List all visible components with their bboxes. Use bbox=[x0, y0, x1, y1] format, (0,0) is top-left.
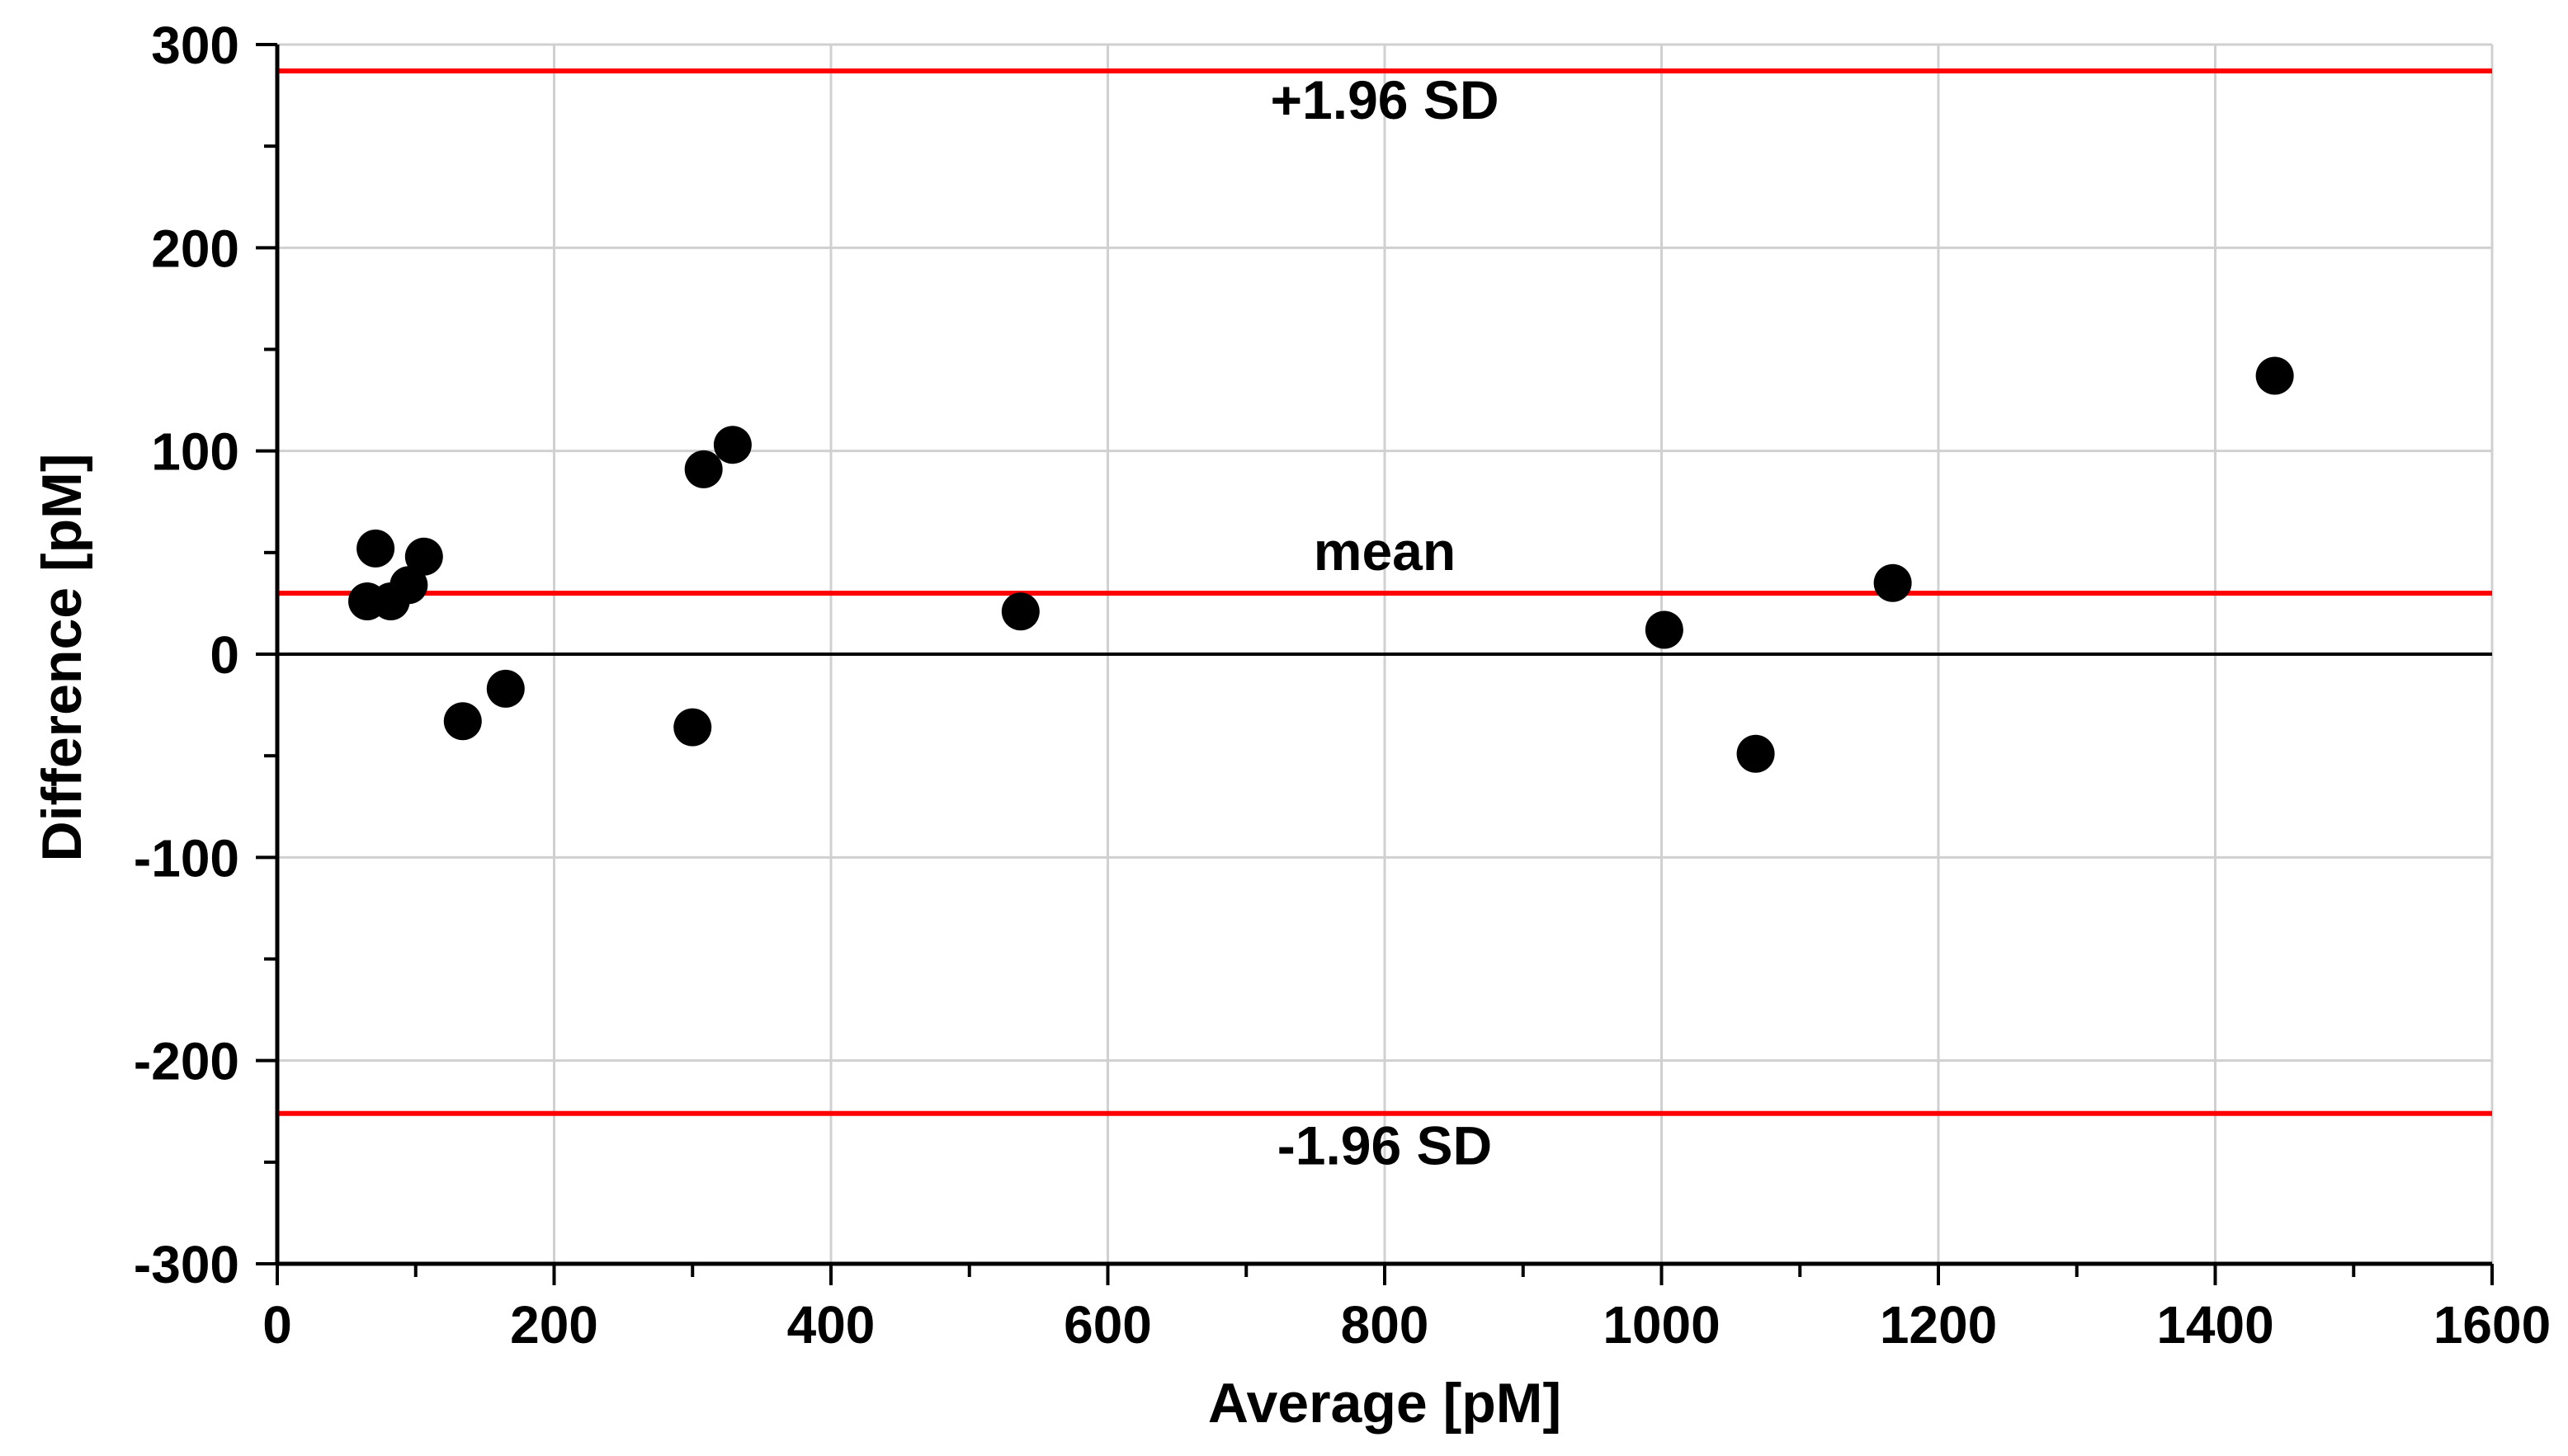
x-tick-label: 800 bbox=[1341, 1295, 1429, 1355]
y-tick-label: -200 bbox=[134, 1032, 239, 1091]
upper-limit-label: +1.96 SD bbox=[1270, 69, 1499, 130]
data-point bbox=[1001, 592, 1040, 631]
x-axis-title: Average [pM] bbox=[1208, 1372, 1561, 1435]
x-tick-label: 0 bbox=[262, 1295, 292, 1355]
data-point bbox=[1873, 563, 1912, 602]
reference-lines-layer bbox=[277, 68, 2492, 1116]
x-tick-label: 400 bbox=[787, 1295, 876, 1355]
mean-label: mean bbox=[1314, 521, 1456, 582]
y-tick-label: -300 bbox=[134, 1235, 239, 1294]
y-axis-title: Difference [pM] bbox=[31, 454, 93, 862]
y-tick-label: -100 bbox=[134, 828, 239, 888]
y-tick-label: 200 bbox=[151, 219, 239, 278]
data-point bbox=[684, 450, 723, 488]
data-point bbox=[356, 529, 395, 568]
data-point bbox=[713, 426, 752, 464]
y-tick-label: 300 bbox=[151, 16, 239, 75]
points-layer bbox=[348, 356, 2294, 773]
labels-layer: 0 200 400 600 800 1000 1200 1400 16003002001000-… bbox=[31, 16, 2551, 1435]
data-point bbox=[389, 566, 428, 605]
data-point bbox=[404, 537, 443, 576]
data-point bbox=[673, 708, 712, 747]
x-tick-label: 1000 bbox=[1603, 1295, 1720, 1355]
axes-layer bbox=[256, 43, 2494, 1285]
data-point bbox=[1736, 734, 1775, 773]
x-tick-label: 1400 bbox=[2156, 1295, 2273, 1355]
data-point bbox=[1645, 610, 1683, 649]
x-tick-label: 1200 bbox=[1880, 1295, 1997, 1355]
data-point bbox=[443, 702, 482, 741]
x-tick-label: 1600 bbox=[2433, 1295, 2551, 1355]
y-tick-label: 0 bbox=[210, 625, 239, 685]
data-point bbox=[486, 669, 525, 708]
data-point bbox=[2255, 356, 2294, 395]
lower-limit-label: -1.96 SD bbox=[1277, 1115, 1492, 1176]
x-tick-label: 200 bbox=[510, 1295, 598, 1355]
y-tick-label: 100 bbox=[151, 422, 239, 482]
x-tick-label: 600 bbox=[1064, 1295, 1152, 1355]
